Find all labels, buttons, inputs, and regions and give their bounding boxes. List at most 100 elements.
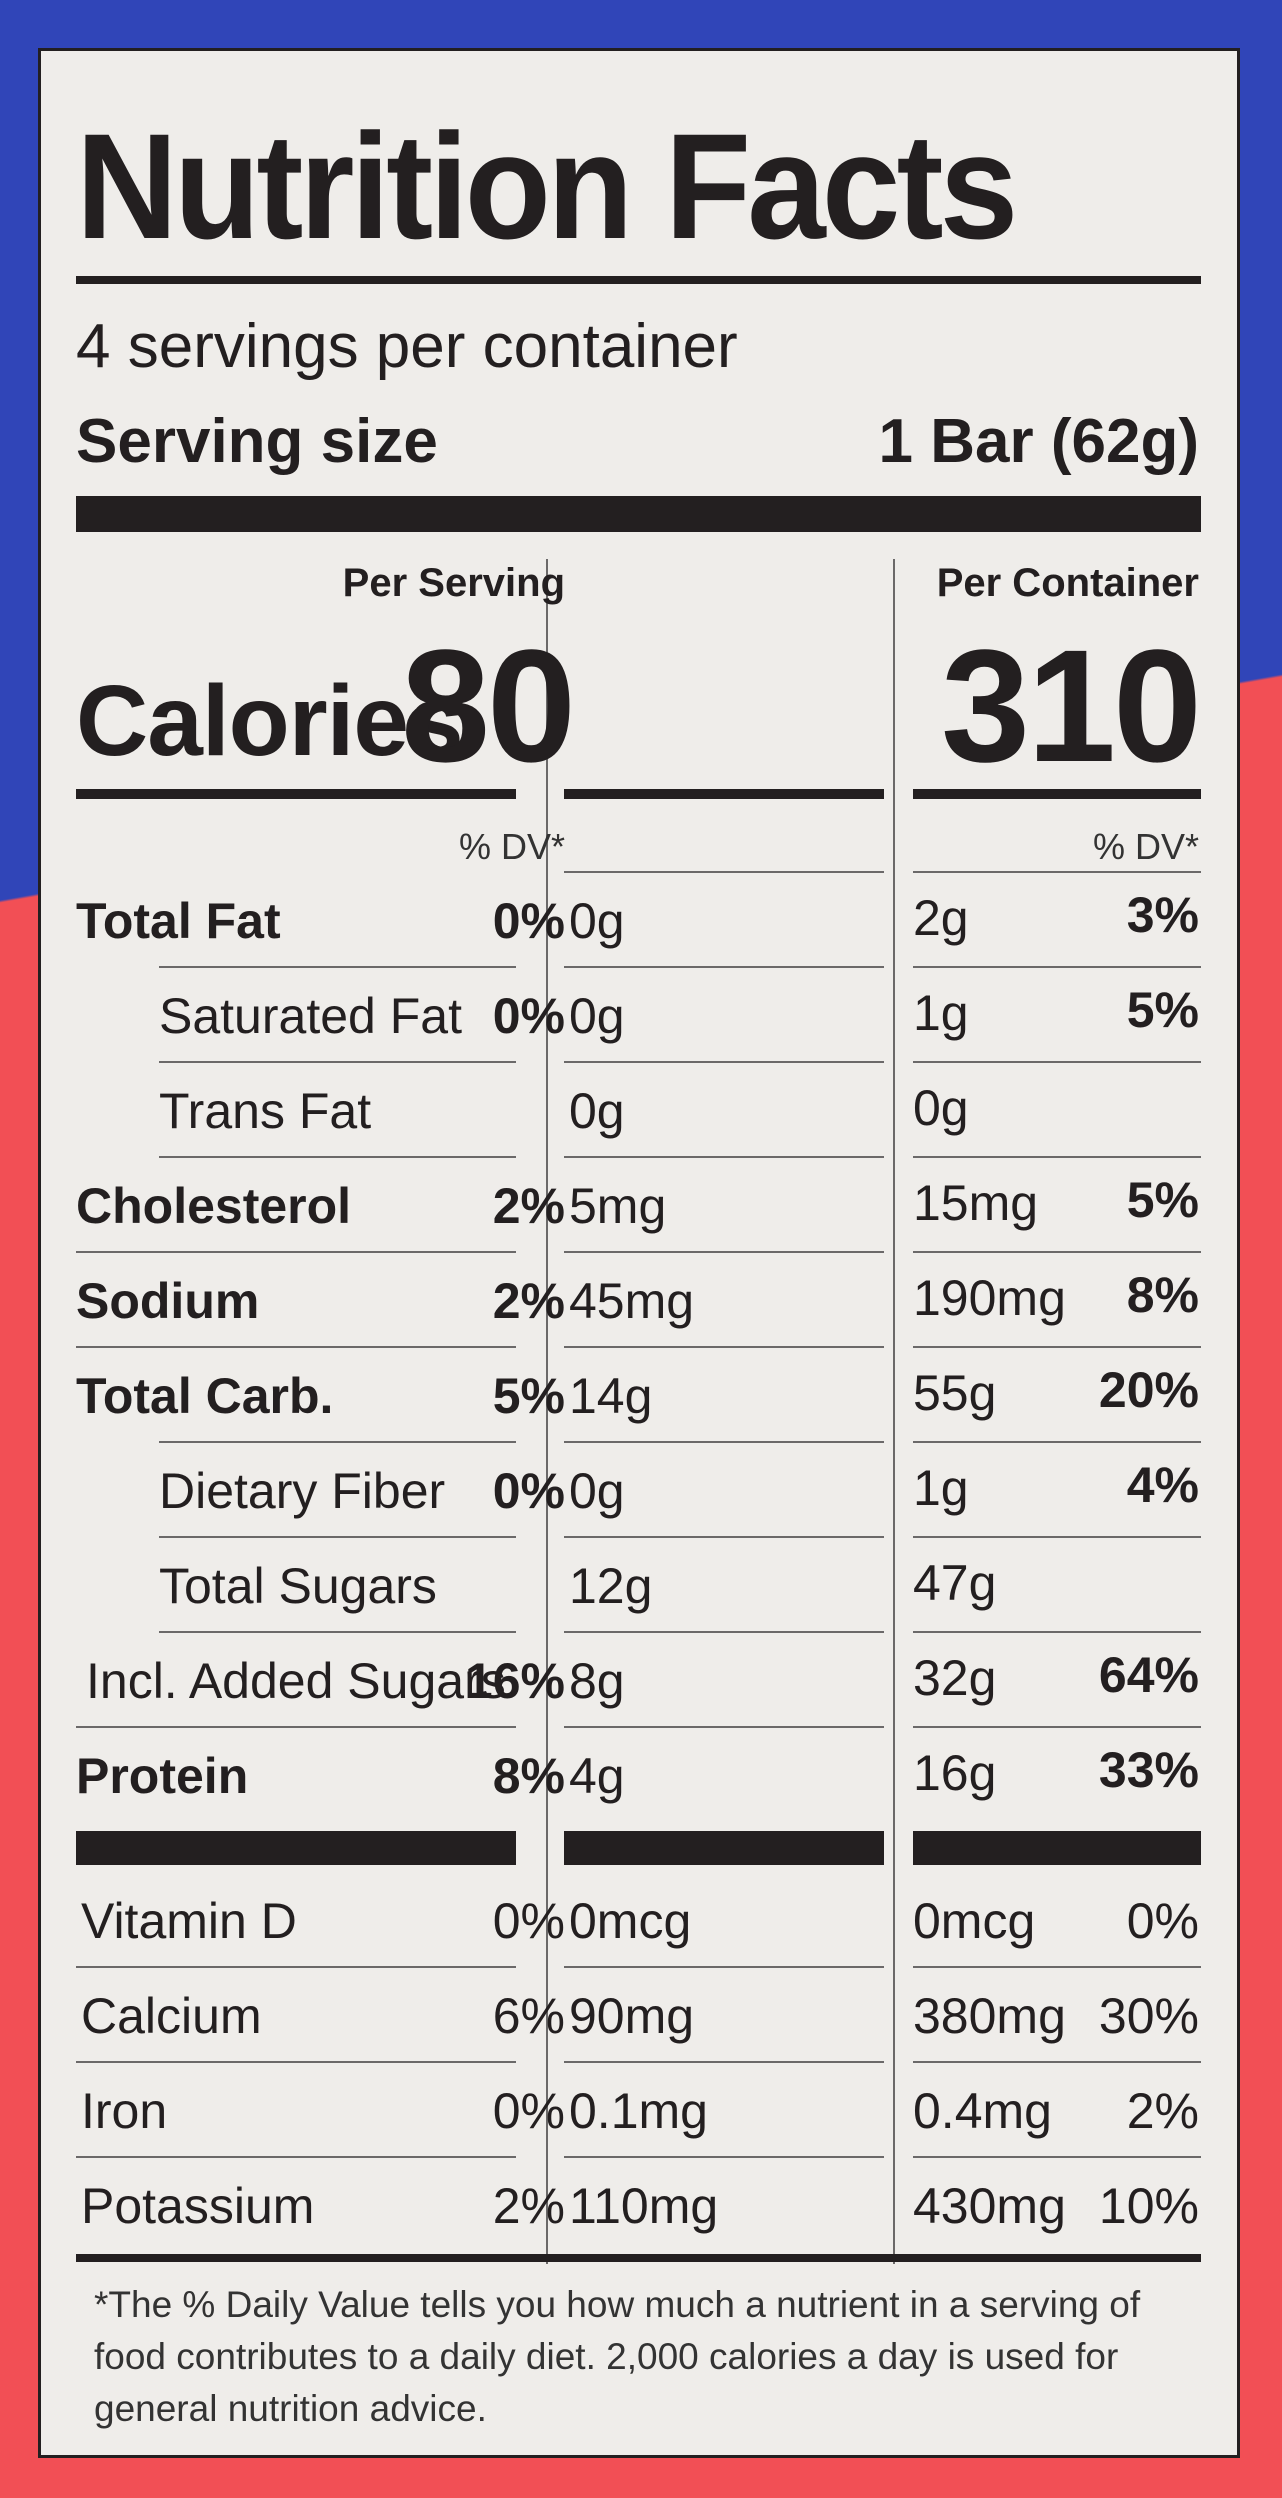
serving-dv: 0% — [492, 1463, 565, 1519]
container-dv: 0% — [1126, 1893, 1199, 1949]
row-separator — [159, 1536, 516, 1538]
row-separator — [76, 1726, 516, 1728]
calories-rule-right — [913, 789, 1201, 799]
nutrient-name: Saturated Fat — [159, 988, 462, 1044]
vitamin-name: Calcium — [81, 1988, 262, 2044]
container-amount: 16g — [913, 1745, 997, 1801]
serving-amount: 0g — [569, 1083, 625, 1139]
footnote-rule — [76, 2254, 1201, 2262]
serving-dv: 2% — [492, 2178, 565, 2234]
container-amount: 190mg — [913, 1270, 1066, 1326]
container-amount: 1g — [913, 985, 969, 1041]
nutrient-name: Trans Fat — [159, 1083, 372, 1139]
row-separator — [913, 1156, 1201, 1158]
row-separator — [913, 1536, 1201, 1538]
serving-dv: 2% — [492, 1273, 565, 1329]
serving-amount: 4g — [569, 1748, 625, 1804]
dv-header-container: % DV* — [1092, 826, 1199, 867]
vitamin-thick-rule — [913, 1831, 1201, 1865]
nutrient-name: Incl. Added Sugars — [86, 1653, 506, 1709]
dv-header-serving: % DV* — [458, 826, 565, 867]
calories-per-container: 310 — [941, 616, 1202, 795]
serving-dv: 0% — [492, 988, 565, 1044]
container-dv: 4% — [1126, 1457, 1199, 1513]
container-dv: 2% — [1126, 2083, 1199, 2139]
row-separator — [159, 1156, 516, 1158]
serving-amount: 0g — [569, 1463, 625, 1519]
serving-size-value: 1 Bar (62g) — [878, 407, 1199, 476]
container-dv: 3% — [1126, 887, 1199, 943]
nutrient-name: Protein — [76, 1748, 249, 1804]
serving-dv: 0% — [492, 893, 565, 949]
container-amount: 47g — [913, 1555, 997, 1611]
vitamin-name: Iron — [81, 2083, 168, 2139]
serving-dv: 2% — [492, 1178, 565, 1234]
row-separator — [76, 2061, 516, 2063]
serving-thick-rule — [76, 496, 1201, 532]
row-separator — [913, 1251, 1201, 1253]
serving-amount: 45mg — [569, 1273, 695, 1329]
column-divider-right — [893, 559, 895, 2264]
calories-label: Calories — [76, 665, 464, 777]
row-separator — [564, 1726, 884, 1728]
nutrient-name: Total Carb. — [76, 1368, 334, 1424]
row-separator — [159, 966, 516, 968]
row-separator — [564, 1966, 884, 1968]
per-container-header: Per Container — [936, 561, 1199, 605]
vitamin-name: Vitamin D — [81, 1893, 297, 1949]
container-amount: 1g — [913, 1460, 969, 1516]
per-serving-header: Per Serving — [342, 561, 565, 605]
calories-rule-mid — [564, 789, 884, 799]
row-separator — [564, 1346, 884, 1348]
row-separator — [564, 1156, 884, 1158]
container-amount: 0mcg — [913, 1893, 1036, 1949]
serving-amount: 90mg — [569, 1988, 695, 2044]
vitamin-name: Potassium — [81, 2178, 315, 2234]
container-amount: 15mg — [913, 1175, 1039, 1231]
serving-amount: 12g — [569, 1558, 653, 1614]
servings-per-container: 4 servings per container — [76, 312, 738, 381]
nutrient-name: Sodium — [76, 1273, 260, 1329]
serving-dv: 5% — [492, 1368, 565, 1424]
row-separator — [159, 1061, 516, 1063]
row-separator — [564, 1251, 884, 1253]
row-separator — [913, 1966, 1201, 1968]
row-separator — [564, 2061, 884, 2063]
serving-dv: 0% — [492, 2083, 565, 2139]
container-dv: 64% — [1098, 1647, 1199, 1703]
serving-dv: 0% — [492, 1893, 565, 1949]
calories-per-serving: 80 — [401, 616, 576, 795]
container-amount: 55g — [913, 1365, 997, 1421]
row-separator — [913, 2061, 1201, 2063]
serving-amount: 110mg — [569, 2178, 719, 2234]
serving-amount: 0mcg — [569, 1893, 692, 1949]
container-amount: 430mg — [913, 2178, 1066, 2234]
container-dv: 30% — [1098, 1988, 1199, 2044]
serving-amount: 8g — [569, 1653, 625, 1709]
serving-amount: 5mg — [569, 1178, 667, 1234]
container-amount: 0.4mg — [913, 2083, 1052, 2139]
container-dv: 5% — [1126, 982, 1199, 1038]
row-separator — [564, 871, 884, 873]
row-separator — [564, 1061, 884, 1063]
container-dv: 10% — [1098, 2178, 1199, 2234]
container-dv: 8% — [1126, 1267, 1199, 1323]
container-amount: 0g — [913, 1080, 969, 1136]
vitamin-thick-rule — [76, 1831, 516, 1865]
serving-amount: 0g — [569, 893, 625, 949]
nutrition-facts-label: Nutrition Facts 4 servings per container… — [38, 48, 1240, 2458]
serving-size-label: Serving size — [76, 407, 438, 476]
title-rule — [76, 276, 1201, 284]
container-dv: 5% — [1126, 1172, 1199, 1228]
nutrient-name: Total Fat — [76, 893, 281, 949]
row-separator — [76, 1251, 516, 1253]
calories-rule-left — [76, 789, 516, 799]
serving-amount: 14g — [569, 1368, 653, 1424]
container-amount: 380mg — [913, 1988, 1066, 2044]
row-separator — [913, 871, 1201, 873]
row-separator — [913, 1061, 1201, 1063]
label-title: Nutrition Facts — [76, 102, 1018, 270]
serving-amount: 0g — [569, 988, 625, 1044]
serving-dv: 8% — [492, 1748, 565, 1804]
row-separator — [76, 1966, 516, 1968]
